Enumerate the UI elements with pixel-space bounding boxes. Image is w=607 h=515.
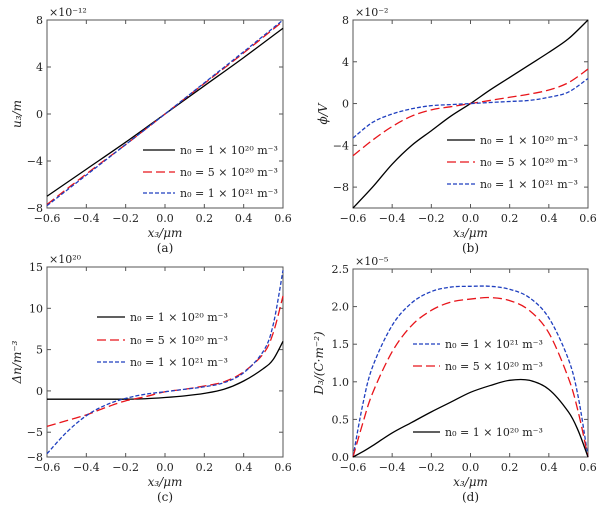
y-tick-label: 1.5 — [332, 338, 350, 351]
x-tick-label: 0.2 — [501, 212, 519, 225]
series-line — [46, 270, 284, 455]
x-axis-label: x₃/μm — [453, 226, 488, 240]
y-tick-label: 0 — [36, 108, 43, 121]
legend-label: n₀ = 5 × 10²⁰ m⁻³ — [130, 334, 228, 347]
legend-label: n₀ = 1 × 10²¹ m⁻³ — [445, 338, 543, 351]
series-line — [352, 378, 589, 458]
x-tick-label: 0.6 — [274, 461, 292, 474]
x-tick-label: −0.4 — [379, 461, 406, 474]
x-tick-label: 0.4 — [235, 461, 253, 474]
x-tick-label: 0.0 — [156, 461, 174, 474]
y-tick-label: 1.0 — [332, 376, 350, 389]
x-tick-label: 0.6 — [579, 212, 597, 225]
legend-label: n₀ = 5 × 10²⁰ m⁻³ — [180, 166, 278, 179]
x-tick-label: −0.6 — [34, 461, 61, 474]
x-tick-label: −0.6 — [340, 212, 367, 225]
subplot-a: −0.6 −0.4 −0.2 0.0 0.2 0.4 0.6 −8 −4 0 4 8 ×10⁻¹² x₃/… — [10, 6, 292, 255]
legend-label: n₀ = 1 × 10²⁰ m⁻³ — [445, 426, 543, 439]
x-tick-label: 0.2 — [501, 461, 519, 474]
legend-label: n₀ = 1 × 10²¹ m⁻³ — [130, 356, 228, 369]
subplot-caption: (c) — [157, 490, 173, 504]
x-tick-label: 0.6 — [579, 461, 597, 474]
y-tick-label: 2.5 — [332, 263, 350, 276]
y-multiplier: ×10⁻¹² — [49, 6, 87, 19]
x-tick-label: 0.4 — [540, 461, 558, 474]
series-line — [352, 68, 589, 157]
x-tick-label: −0.2 — [418, 212, 445, 225]
legend-label: n₀ = 1 × 10²⁰ m⁻³ — [480, 134, 578, 147]
subplot-c: −0.6 −0.4 −0.2 0.0 0.2 0.4 0.6 −8 −5 0 5 10 15 ×10²⁰ x… — [10, 253, 292, 504]
x-tick-label: −0.4 — [379, 212, 406, 225]
series-line — [46, 341, 284, 400]
x-axis-label: x₃/μm — [148, 226, 183, 240]
y-tick-label: −4 — [27, 155, 43, 168]
x-tick-label: −0.2 — [112, 461, 139, 474]
y-multiplier: ×10²⁰ — [49, 253, 82, 266]
legend-label: n₀ = 5 × 10²⁰ m⁻³ — [480, 156, 578, 169]
x-tick-label: 0.2 — [196, 461, 214, 474]
x-tick-label: 0.2 — [196, 212, 214, 225]
x-tick-label: 0.4 — [540, 212, 558, 225]
y-tick-label: 5 — [36, 344, 43, 357]
series-line — [352, 285, 589, 458]
x-tick-label: 0.0 — [156, 212, 174, 225]
series-line — [46, 20, 284, 205]
y-tick-label: 8 — [342, 14, 349, 27]
x-tick-label: 0.6 — [274, 212, 292, 225]
y-tick-label: 4 — [342, 56, 349, 69]
series-line — [352, 296, 589, 458]
y-tick-label: 4 — [36, 61, 43, 74]
x-tick-label: 0.0 — [462, 461, 480, 474]
y-tick-label: −5 — [27, 426, 43, 439]
x-tick-label: −0.4 — [73, 212, 100, 225]
x-axis-label: x₃/μm — [453, 475, 488, 489]
x-tick-label: −0.6 — [34, 212, 61, 225]
legend-label: n₀ = 1 × 10²¹ m⁻³ — [180, 187, 278, 200]
y-tick-label: −8 — [27, 451, 43, 464]
series-line — [46, 19, 284, 207]
y-axis-label: D₃/(C·m⁻²) — [312, 331, 326, 396]
legend-label: n₀ = 1 × 10²⁰ m⁻³ — [130, 311, 228, 324]
y-tick-label: 15 — [29, 261, 43, 274]
subplot-b: −0.6 −0.4 −0.2 0.0 0.2 0.4 0.6 −8 −4 0 4 8 ×10⁻² x₃/μ… — [316, 6, 597, 255]
y-tick-label: 2.0 — [332, 301, 350, 314]
x-tick-label: 0.4 — [235, 212, 253, 225]
x-tick-label: −0.2 — [112, 212, 139, 225]
y-tick-label: 0 — [36, 385, 43, 398]
y-axis-label: Δn/m⁻³ — [10, 340, 24, 384]
x-tick-label: −0.4 — [73, 461, 100, 474]
subplot-caption: (b) — [462, 241, 479, 255]
legend-label: n₀ = 1 × 10²⁰ m⁻³ — [180, 144, 278, 157]
legend-label: n₀ = 1 × 10²¹ m⁻³ — [480, 178, 578, 191]
x-tick-label: −0.2 — [418, 461, 445, 474]
y-tick-label: 0 — [342, 98, 349, 111]
legend-label: n₀ = 5 × 10²⁰ m⁻³ — [445, 360, 543, 373]
y-tick-label: 8 — [36, 14, 43, 27]
y-tick-label: 10 — [29, 302, 43, 315]
y-tick-label: −8 — [27, 202, 43, 215]
y-axis-label: ϕ/V — [316, 102, 330, 124]
subplot-caption: (d) — [462, 490, 479, 504]
subplot-d: −0.6 −0.4 −0.2 0.0 0.2 0.4 0.6 0.0 0.5 1.0 1.5 2.0 2… — [312, 255, 597, 504]
y-multiplier: ×10⁻² — [355, 6, 388, 19]
y-tick-label: −4 — [333, 139, 349, 152]
x-tick-label: −0.6 — [340, 461, 367, 474]
x-axis-label: x₃/μm — [148, 475, 183, 489]
series-line — [352, 77, 589, 139]
y-tick-label: −8 — [333, 181, 349, 194]
subplot-caption: (a) — [157, 241, 174, 255]
y-tick-label: 0.0 — [332, 451, 350, 464]
y-axis-label: u₃/m — [10, 100, 24, 128]
y-tick-label: 0.5 — [332, 413, 350, 426]
x-tick-label: 0.0 — [462, 212, 480, 225]
y-multiplier: ×10⁻⁵ — [355, 255, 388, 268]
